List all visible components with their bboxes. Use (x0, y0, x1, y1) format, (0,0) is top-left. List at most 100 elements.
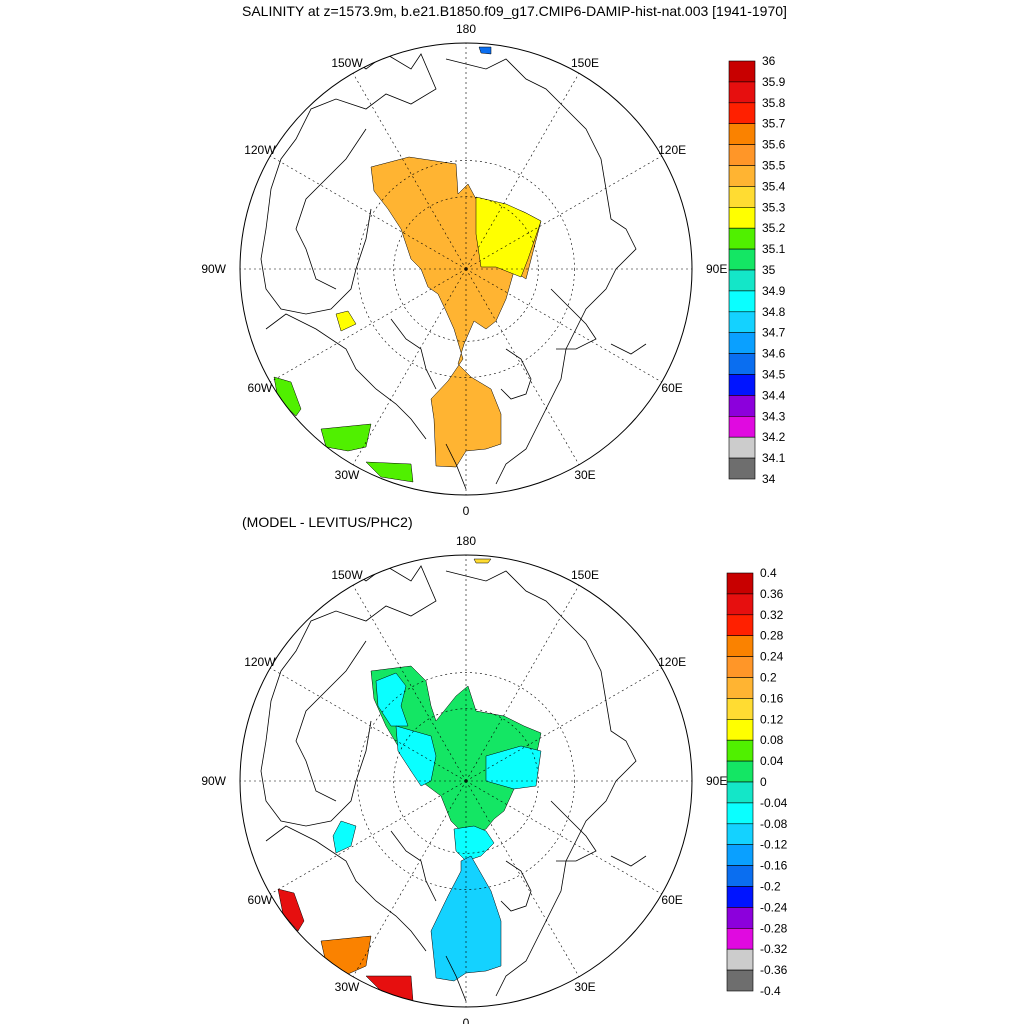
colorbar-label: 0.24 (760, 650, 784, 664)
colorbar-swatch (726, 823, 754, 845)
contour-region (370, 156, 542, 468)
colorbar-label: 35.5 (762, 159, 786, 173)
colorbar-label: 34.4 (762, 388, 786, 402)
colorbar-swatch (726, 948, 754, 971)
contour-region (395, 725, 437, 787)
colorbar-label: 0.32 (760, 608, 784, 622)
colorbar-label: -0.32 (760, 942, 788, 956)
lon-90w-label: 90W (201, 774, 226, 788)
lon-180-label: 180 (456, 22, 476, 36)
colorbar-swatch (728, 227, 756, 250)
map-border (239, 42, 693, 496)
colorbar-label: 35 (762, 263, 776, 277)
colorbar-swatch (726, 760, 754, 783)
colorbar-label: 0.4 (760, 566, 777, 580)
contour-region (478, 46, 492, 55)
contour-region (453, 825, 495, 862)
colorbar-swatch (728, 457, 756, 480)
coastline (500, 860, 532, 912)
contour-region (335, 310, 357, 332)
colorbar-label: 0.16 (760, 691, 784, 705)
lon-30w-label: 30W (335, 980, 360, 994)
coastline (295, 640, 367, 802)
colorbar-label: 0.28 (760, 629, 784, 643)
colorbar-label: 35.4 (762, 179, 786, 193)
colorbar-swatch (728, 102, 756, 125)
colorbar-label: 34 (762, 472, 776, 486)
contour-region (277, 888, 305, 932)
colorbar-swatch (728, 436, 756, 459)
coastline (500, 348, 532, 400)
colorbar: 36 35.9 35.8 35.7 35.6 35.5 35.4 35.3 35.2 35.1 35… (728, 54, 786, 486)
coastline (390, 830, 437, 902)
contour-region (320, 423, 372, 452)
colorbar-label: 34.3 (762, 409, 786, 423)
contour-region (365, 461, 414, 483)
colorbar-swatch (726, 802, 754, 825)
colorbar-label: 35.6 (762, 138, 786, 152)
lon-150e-label: 150E (571, 56, 599, 70)
colorbar-label: 35.3 (762, 200, 786, 214)
colorbar-swatch (726, 907, 754, 929)
map-title-top: SALINITY at z=1573.9m, b.e21.B1850.f09_g… (242, 3, 787, 19)
contour-region (320, 935, 372, 975)
colorbar-swatch (728, 207, 756, 229)
colorbar-label: 34.7 (762, 326, 786, 340)
lon-150e-label: 150E (571, 568, 599, 582)
colorbar-swatch (728, 290, 756, 313)
colorbar-swatch (728, 81, 756, 104)
lon-180-label: 180 (456, 534, 476, 548)
coastline (260, 565, 437, 827)
colorbar-label: -0.36 (760, 963, 788, 977)
map-title-bottom: (MODEL - LEVITUS/PHC2) (242, 514, 413, 530)
lon-150w-label: 150W (331, 56, 363, 70)
coastline (610, 343, 647, 355)
colorbar-label: 35.1 (762, 242, 786, 256)
colorbar-label: 35.8 (762, 96, 786, 110)
colorbar-label: -0.2 (760, 880, 781, 894)
colorbar-label: 34.8 (762, 305, 786, 319)
lon-90e-label: 90E (706, 262, 727, 276)
coastline (260, 53, 437, 315)
coastline (265, 825, 427, 952)
colorbar-swatch (726, 656, 754, 678)
colorbar-swatch (726, 698, 754, 720)
lon-30w-label: 30W (335, 468, 360, 482)
colorbar-swatch (726, 635, 754, 657)
colorbar-label: -0.08 (760, 817, 788, 831)
colorbar-label: 36 (762, 54, 776, 68)
colorbar-label: 0.08 (760, 733, 784, 747)
coastline (445, 570, 637, 997)
colorbar-label: 35.9 (762, 75, 786, 89)
contour-region (473, 558, 492, 564)
colorbar-swatch (726, 593, 754, 616)
colorbar-swatch (726, 718, 754, 741)
colorbar-label: -0.12 (760, 838, 788, 852)
colorbar-label: 34.2 (762, 430, 786, 444)
colorbar-label: 35.7 (762, 117, 786, 131)
colorbar-swatch (726, 614, 754, 636)
colorbar-label: 0 (760, 775, 767, 789)
colorbar-label: 0.04 (760, 754, 784, 768)
colorbar-swatch (728, 311, 756, 333)
colorbar-swatch (726, 886, 754, 908)
lon-30e-label: 30E (574, 980, 595, 994)
lon-0-label: 0 (463, 504, 470, 518)
coastline (550, 288, 597, 350)
coastline (610, 855, 647, 867)
colorbar-label: 0.36 (760, 587, 784, 601)
colorbar-swatch (726, 844, 754, 866)
colorbar-label: 34.6 (762, 347, 786, 361)
colorbar-label: -0.4 (760, 984, 781, 998)
data-field (260, 46, 647, 490)
lon-60w-label: 60W (248, 381, 273, 395)
coastline (445, 443, 467, 490)
colorbar-swatch (728, 144, 756, 166)
latitude-circle (393, 708, 539, 854)
colorbar-swatch (726, 781, 754, 804)
latitude-circle (357, 160, 575, 378)
colorbar-swatch (726, 677, 754, 699)
lon-60e-label: 60E (661, 893, 682, 907)
contour-region (365, 975, 414, 1002)
